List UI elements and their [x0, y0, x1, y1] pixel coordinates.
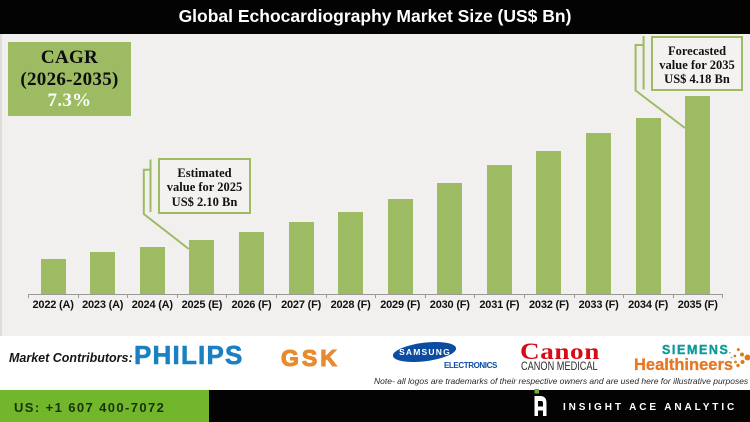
svg-text:SAMSUNG: SAMSUNG: [399, 347, 451, 357]
